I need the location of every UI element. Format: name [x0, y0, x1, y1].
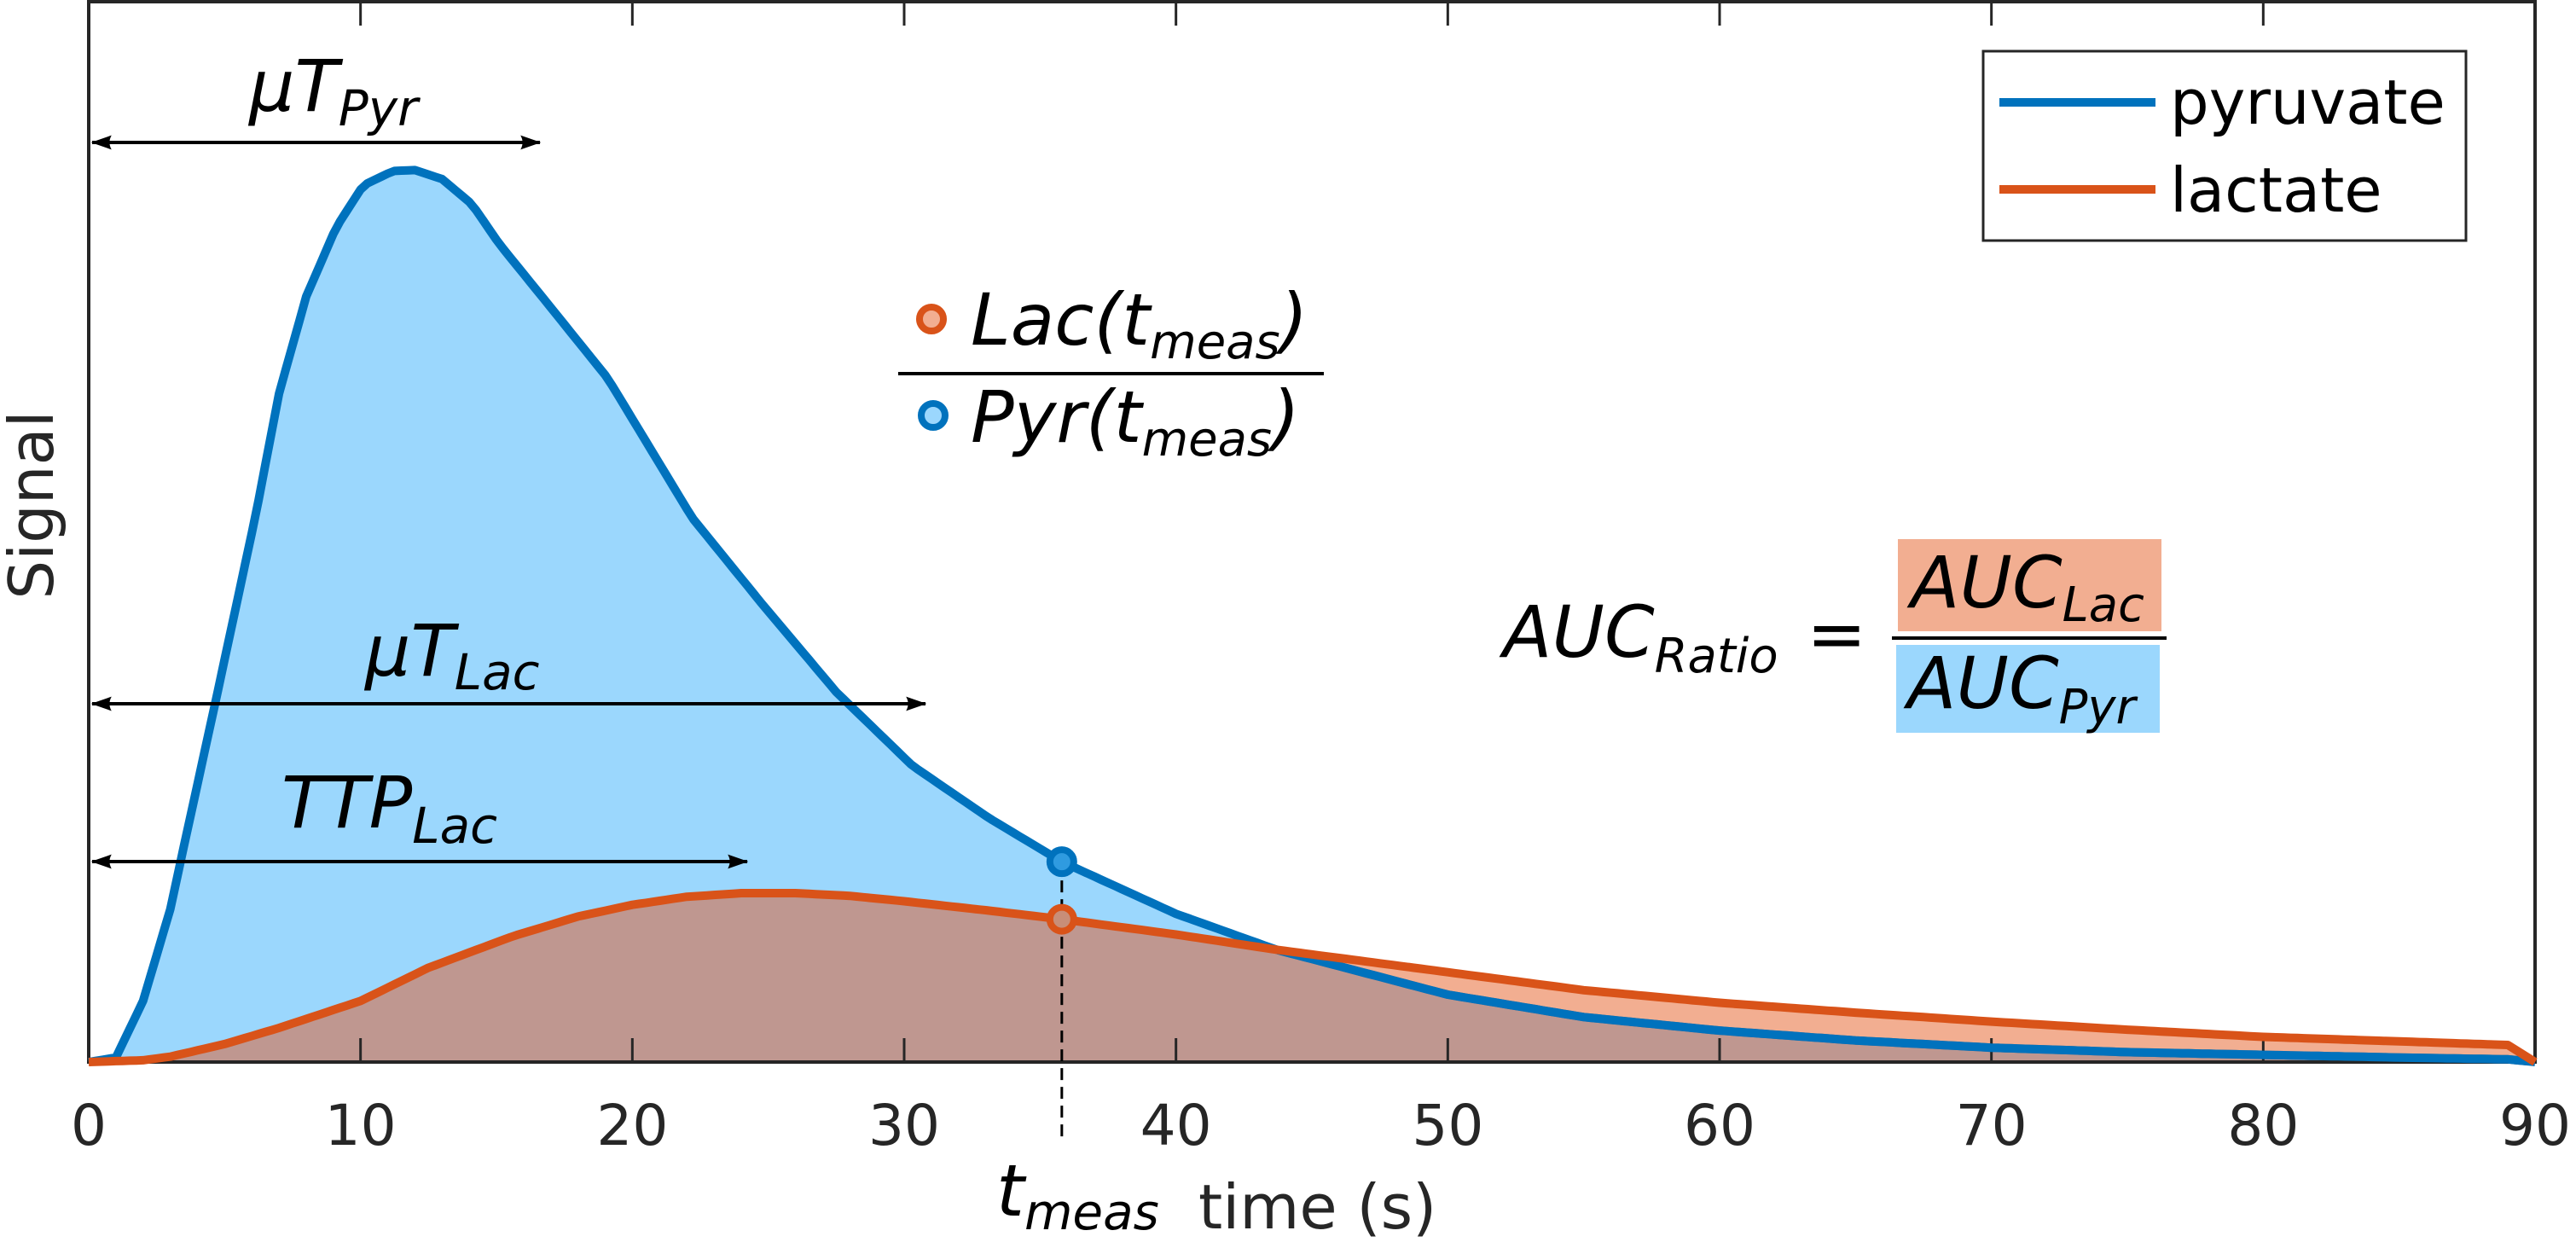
mu-t-lac-label: μTLac [363, 609, 540, 701]
x-tick-label: 40 [1140, 1093, 1212, 1158]
lactate-t-meas-marker [1046, 903, 1077, 935]
lactate-marker-icon [916, 304, 947, 334]
x-tick-label: 0 [71, 1093, 107, 1158]
auc-ratio-denominator: AUCPyr [1903, 641, 2138, 735]
legend: pyruvate lactate [1981, 49, 2468, 242]
auc-ratio-equals: = [1807, 592, 1866, 676]
y-axis-title: Signal [0, 410, 67, 599]
plot-axes-box [87, 0, 2537, 1064]
pyruvate-line [88, 165, 2536, 1066]
legend-lactate-label: lactate [2170, 154, 2382, 226]
legend-box [1981, 49, 2468, 242]
auc-ratio-lhs: AUCRatio [1499, 590, 1778, 684]
point-ratio-numerator: Lac(tmeas) [971, 278, 1308, 370]
point-ratio-formula: Lac(tmeas) Pyr(tmeas) [898, 278, 1324, 467]
x-tick-labels: 0 10 20 30 40 50 60 70 80 90 [71, 1093, 2571, 1158]
point-ratio-denominator: Pyr(tmeas) [971, 375, 1300, 467]
x-tick-label: 70 [1956, 1093, 2028, 1158]
x-tick-label: 80 [2227, 1093, 2299, 1158]
pyruvate-marker-icon [918, 400, 949, 431]
mu-t-pyr-label: μTPyr [247, 44, 421, 137]
x-tick-label: 50 [1412, 1093, 1483, 1158]
pyruvate-area [89, 170, 2535, 1062]
legend-pyruvate-label: pyruvate [2170, 67, 2445, 138]
lactate-line [88, 889, 2538, 1066]
x-tick-label: 60 [1684, 1093, 1755, 1158]
auc-pyr-highlight [1896, 645, 2160, 733]
x-tick-label: 30 [868, 1093, 940, 1158]
auc-ratio-numerator: AUCLac [1906, 541, 2144, 633]
x-axis-title: time (s) [1198, 1171, 1436, 1243]
area-fills [89, 170, 2535, 1066]
x-tick-label: 90 [2499, 1093, 2571, 1158]
auc-ratio-formula: AUCRatio = AUCLac AUCPyr [1499, 539, 2167, 735]
x-tick-label: 20 [596, 1093, 668, 1158]
ttp-lac-label: TTPLac [281, 761, 497, 855]
x-tick-label: 10 [325, 1093, 397, 1158]
pyruvate-t-meas-marker [1046, 846, 1077, 878]
t-meas-axis-label: tmeas [996, 1149, 1159, 1241]
auc-lac-highlight [1898, 539, 2161, 631]
overlap-area [89, 893, 2535, 1062]
